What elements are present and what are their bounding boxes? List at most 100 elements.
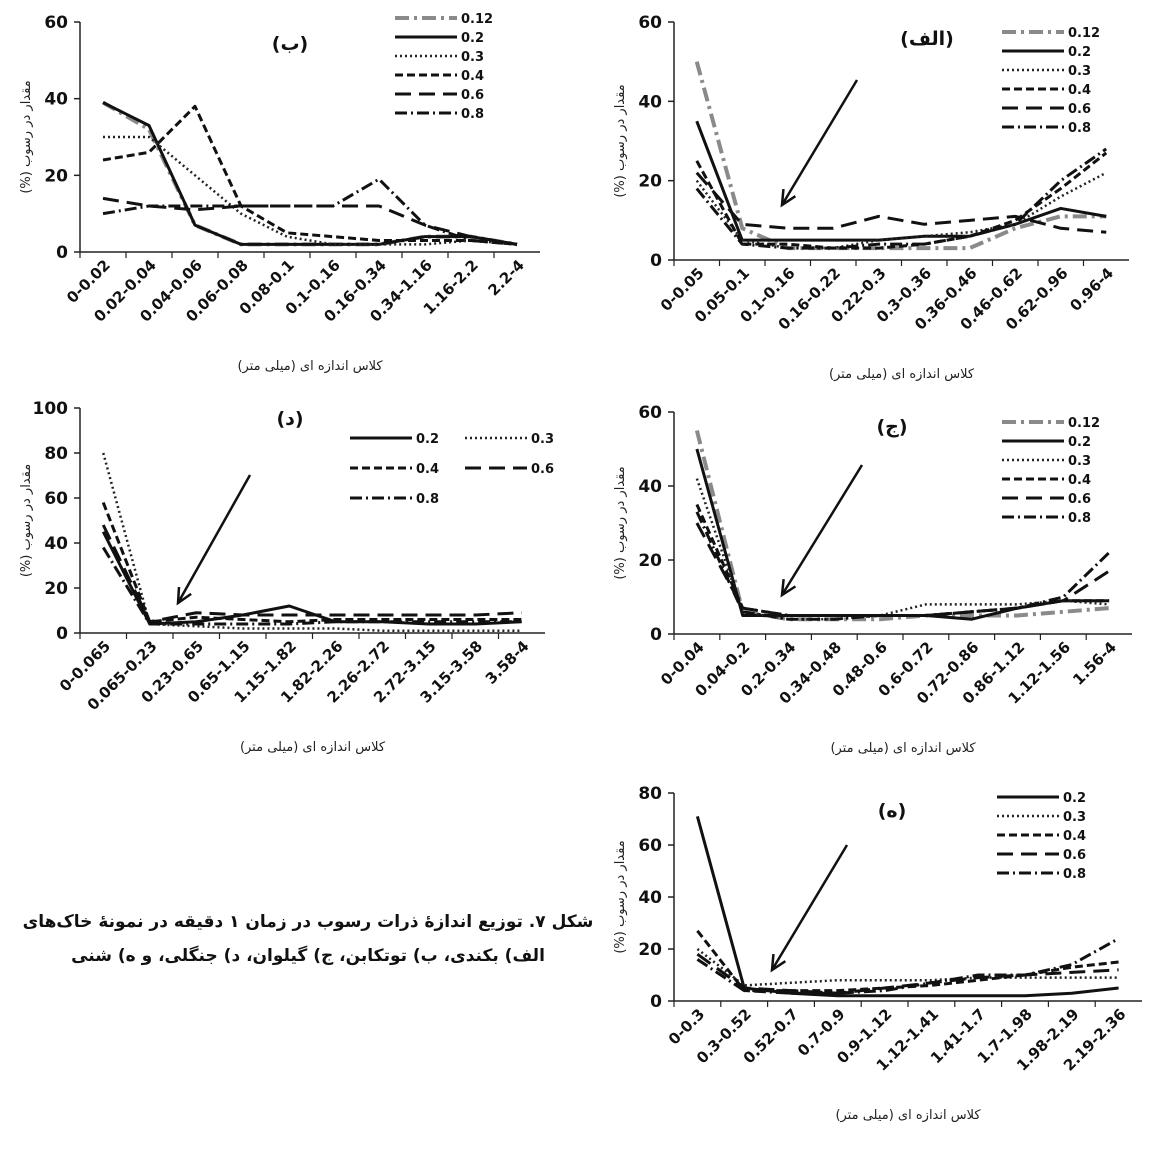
chart-he: 0 20 40 60 80 0-0.3 0.3-0.52 0.52-0.7 0.7-0.9 0.9… (592, 775, 1152, 1150)
caption-line-2: الف) بکندی، ب) توتکابن، ج) گیلوان، د) جن… (71, 946, 545, 966)
chart-he-legend-label-3: 0.6 (1063, 848, 1086, 863)
chart-jim-ylabel: مقدار در رسوب (%) (613, 466, 628, 579)
chart-he-panel-label: (ه) (878, 800, 907, 822)
chart-jim-ytick-label-3: 60 (638, 403, 662, 423)
chart-be-series-3-line (102, 104, 518, 246)
chart-be-legend-label-0: 0.12 (461, 12, 493, 27)
chart-alef-legend-label-4: 0.6 (1068, 102, 1091, 117)
chart-dal-arrow-line (176, 474, 252, 604)
chart-alef-xtick-label-9: 0.96-4 (1066, 264, 1117, 315)
chart-be-ytick-label-3: 60 (44, 13, 68, 33)
chart-dal-legend-label-1: 0.3 (531, 432, 554, 447)
chart-jim-legend-label-5: 0.8 (1068, 511, 1091, 526)
chart-dal-ytick-label-3: 60 (44, 489, 68, 509)
chart-alef-ylabel: مقدار در رسوب (%) (613, 84, 628, 197)
chart-dal-legend-label-4: 0.8 (416, 492, 439, 507)
chart-dal-panel-label: (د) (276, 408, 303, 430)
chart-dal: 0 20 40 60 80 100 0-0.065 0.065-0.23 0.23-0.65 0.… (0, 390, 575, 765)
chart-alef-legend-label-3: 0.4 (1068, 83, 1091, 98)
chart-jim-series-2-line (695, 478, 1110, 621)
chart-be-legend-label-4: 0.6 (461, 88, 484, 103)
chart-alef-legend-label-0: 0.12 (1068, 26, 1100, 41)
chart-dal-series-1-line (102, 452, 522, 632)
chart-jim-legend-label-3: 0.4 (1068, 473, 1091, 488)
chart-be-series-5-line (102, 177, 518, 246)
chart-dal-series-2-line (101, 501, 522, 624)
chart-dal-ytick-label-5: 100 (33, 399, 69, 419)
chart-jim-ytick-label-0: 0 (650, 625, 662, 645)
chart-he-xlabel: کلاس اندازه ای (میلی متر) (835, 1108, 981, 1123)
chart-dal-ytick-label-2: 40 (44, 534, 68, 554)
chart-be-xlabel: کلاس اندازه ای (میلی متر) (237, 359, 383, 374)
chart-be-ylabel: مقدار در رسوب (%) (19, 80, 34, 193)
chart-alef-arrow-line (780, 79, 859, 206)
chart-he-series-4-line (696, 937, 1120, 995)
chart-alef-series-1-line (695, 120, 1107, 242)
chart-dal-arrow-head (176, 586, 192, 606)
chart-alef-svg: 02040600-0.050.05-0.10.1-0.160.16-0.220.… (613, 13, 1129, 382)
chart-be-series-2-line (103, 135, 518, 246)
chart-dal-legend-label-3: 0.6 (531, 462, 554, 477)
chart-be-ytick-label-2: 40 (44, 90, 68, 110)
chart-jim-svg: 02040600-0.040.04-0.20.2-0.340.34-0.480.… (613, 403, 1132, 756)
chart-he-legend-label-4: 0.8 (1063, 867, 1086, 882)
chart-jim-legend-label-4: 0.6 (1068, 492, 1091, 507)
chart-dal-series-4-line (101, 546, 522, 626)
chart-he-series-2-line (696, 929, 1119, 993)
chart-alef-ytick-label-0: 0 (650, 251, 662, 271)
chart-dal-series-0-line (101, 531, 522, 626)
chart-be-legend-label-3: 0.4 (461, 69, 484, 84)
chart-dal-series-3-line (101, 524, 522, 624)
chart-he-arrow-line (770, 844, 849, 971)
chart-be-panel-label: (ب) (272, 33, 308, 55)
chart-alef-ytick-label-2: 40 (638, 92, 662, 112)
chart-he-legend-label-0: 0.2 (1063, 791, 1086, 806)
chart-dal-legend-label-0: 0.2 (416, 432, 439, 447)
chart-dal-xtick-label-9: 3.58-4 (482, 637, 533, 688)
chart-alef-panel-label: (الف) (900, 28, 954, 50)
chart-alef-ytick-label-3: 60 (638, 13, 662, 33)
chart-jim-legend-label-2: 0.3 (1068, 454, 1091, 469)
chart-be-legend-label-2: 0.3 (461, 50, 484, 65)
chart-jim-panel-label: (ج) (876, 416, 907, 438)
figure-caption: شکل ۷. توزیع اندازۀ ذرات رسوب در زمان ۱ … (18, 905, 598, 973)
chart-alef-xlabel: کلاس اندازه ای (میلی متر) (829, 367, 975, 382)
chart-dal-svg: 0204060801000-0.0650.065-0.230.23-0.650.… (19, 399, 554, 755)
chart-alef-series-2-line (695, 171, 1107, 250)
caption-line-1: شکل ۷. توزیع اندازۀ ذرات رسوب در زمان ۱ … (22, 912, 594, 932)
chart-alef-series-0-line (694, 61, 1107, 251)
chart-dal-legend-label-2: 0.4 (416, 462, 439, 477)
chart-be-series-1-line (102, 101, 518, 246)
chart-he-ytick-label-2: 40 (638, 888, 662, 908)
chart-be-legend-label-5: 0.8 (461, 107, 484, 122)
chart-dal-ytick-label-1: 20 (44, 579, 68, 599)
chart-he-svg: 0204060800-0.30.3-0.520.52-0.70.7-0.90.9… (613, 784, 1142, 1123)
chart-he-xtick-label-0: 0-0.3 (665, 1005, 708, 1048)
chart-alef-legend-label-1: 0.2 (1068, 45, 1091, 60)
chart-dal-ytick-label-4: 80 (44, 444, 68, 464)
chart-jim-series-3-line (695, 503, 1110, 617)
chart-jim-arrow-head (780, 578, 797, 598)
chart-be: 0 20 40 60 0-0.02 0.02-0.04 0.04-0.06 0.06-0.08… (0, 0, 560, 385)
chart-alef-legend-label-5: 0.8 (1068, 121, 1091, 136)
chart-he-ytick-label-4: 80 (638, 784, 662, 804)
chart-dal-ylabel: مقدار در رسوب (%) (19, 464, 34, 577)
chart-be-legend-label-1: 0.2 (461, 31, 484, 46)
chart-be-ytick-label-0: 0 (56, 243, 68, 263)
chart-be-ytick-label-1: 20 (44, 166, 68, 186)
chart-jim-series-5-line (695, 511, 1111, 621)
chart-he-ytick-label-3: 60 (638, 836, 662, 856)
chart-be-xtick-label-9: 2.2-4 (485, 256, 528, 299)
chart-jim-legend-label-1: 0.2 (1068, 435, 1091, 450)
chart-jim-legend-label-0: 0.12 (1068, 416, 1100, 431)
chart-jim-xtick-label-9: 1.56-4 (1069, 638, 1120, 689)
chart-alef-arrow-head (780, 188, 797, 208)
chart-dal-xlabel: کلاس اندازه ای (میلی متر) (240, 740, 386, 755)
chart-he-ytick-label-1: 20 (638, 940, 662, 960)
chart-jim-xlabel: کلاس اندازه ای (میلی متر) (830, 741, 976, 756)
chart-alef-series-4-line (695, 171, 1107, 234)
chart-he-ylabel: مقدار در رسوب (%) (613, 840, 628, 953)
chart-alef-ytick-label-1: 20 (638, 172, 662, 192)
chart-jim-series-1-line (695, 448, 1110, 621)
chart-jim-ytick-label-2: 40 (638, 477, 662, 497)
